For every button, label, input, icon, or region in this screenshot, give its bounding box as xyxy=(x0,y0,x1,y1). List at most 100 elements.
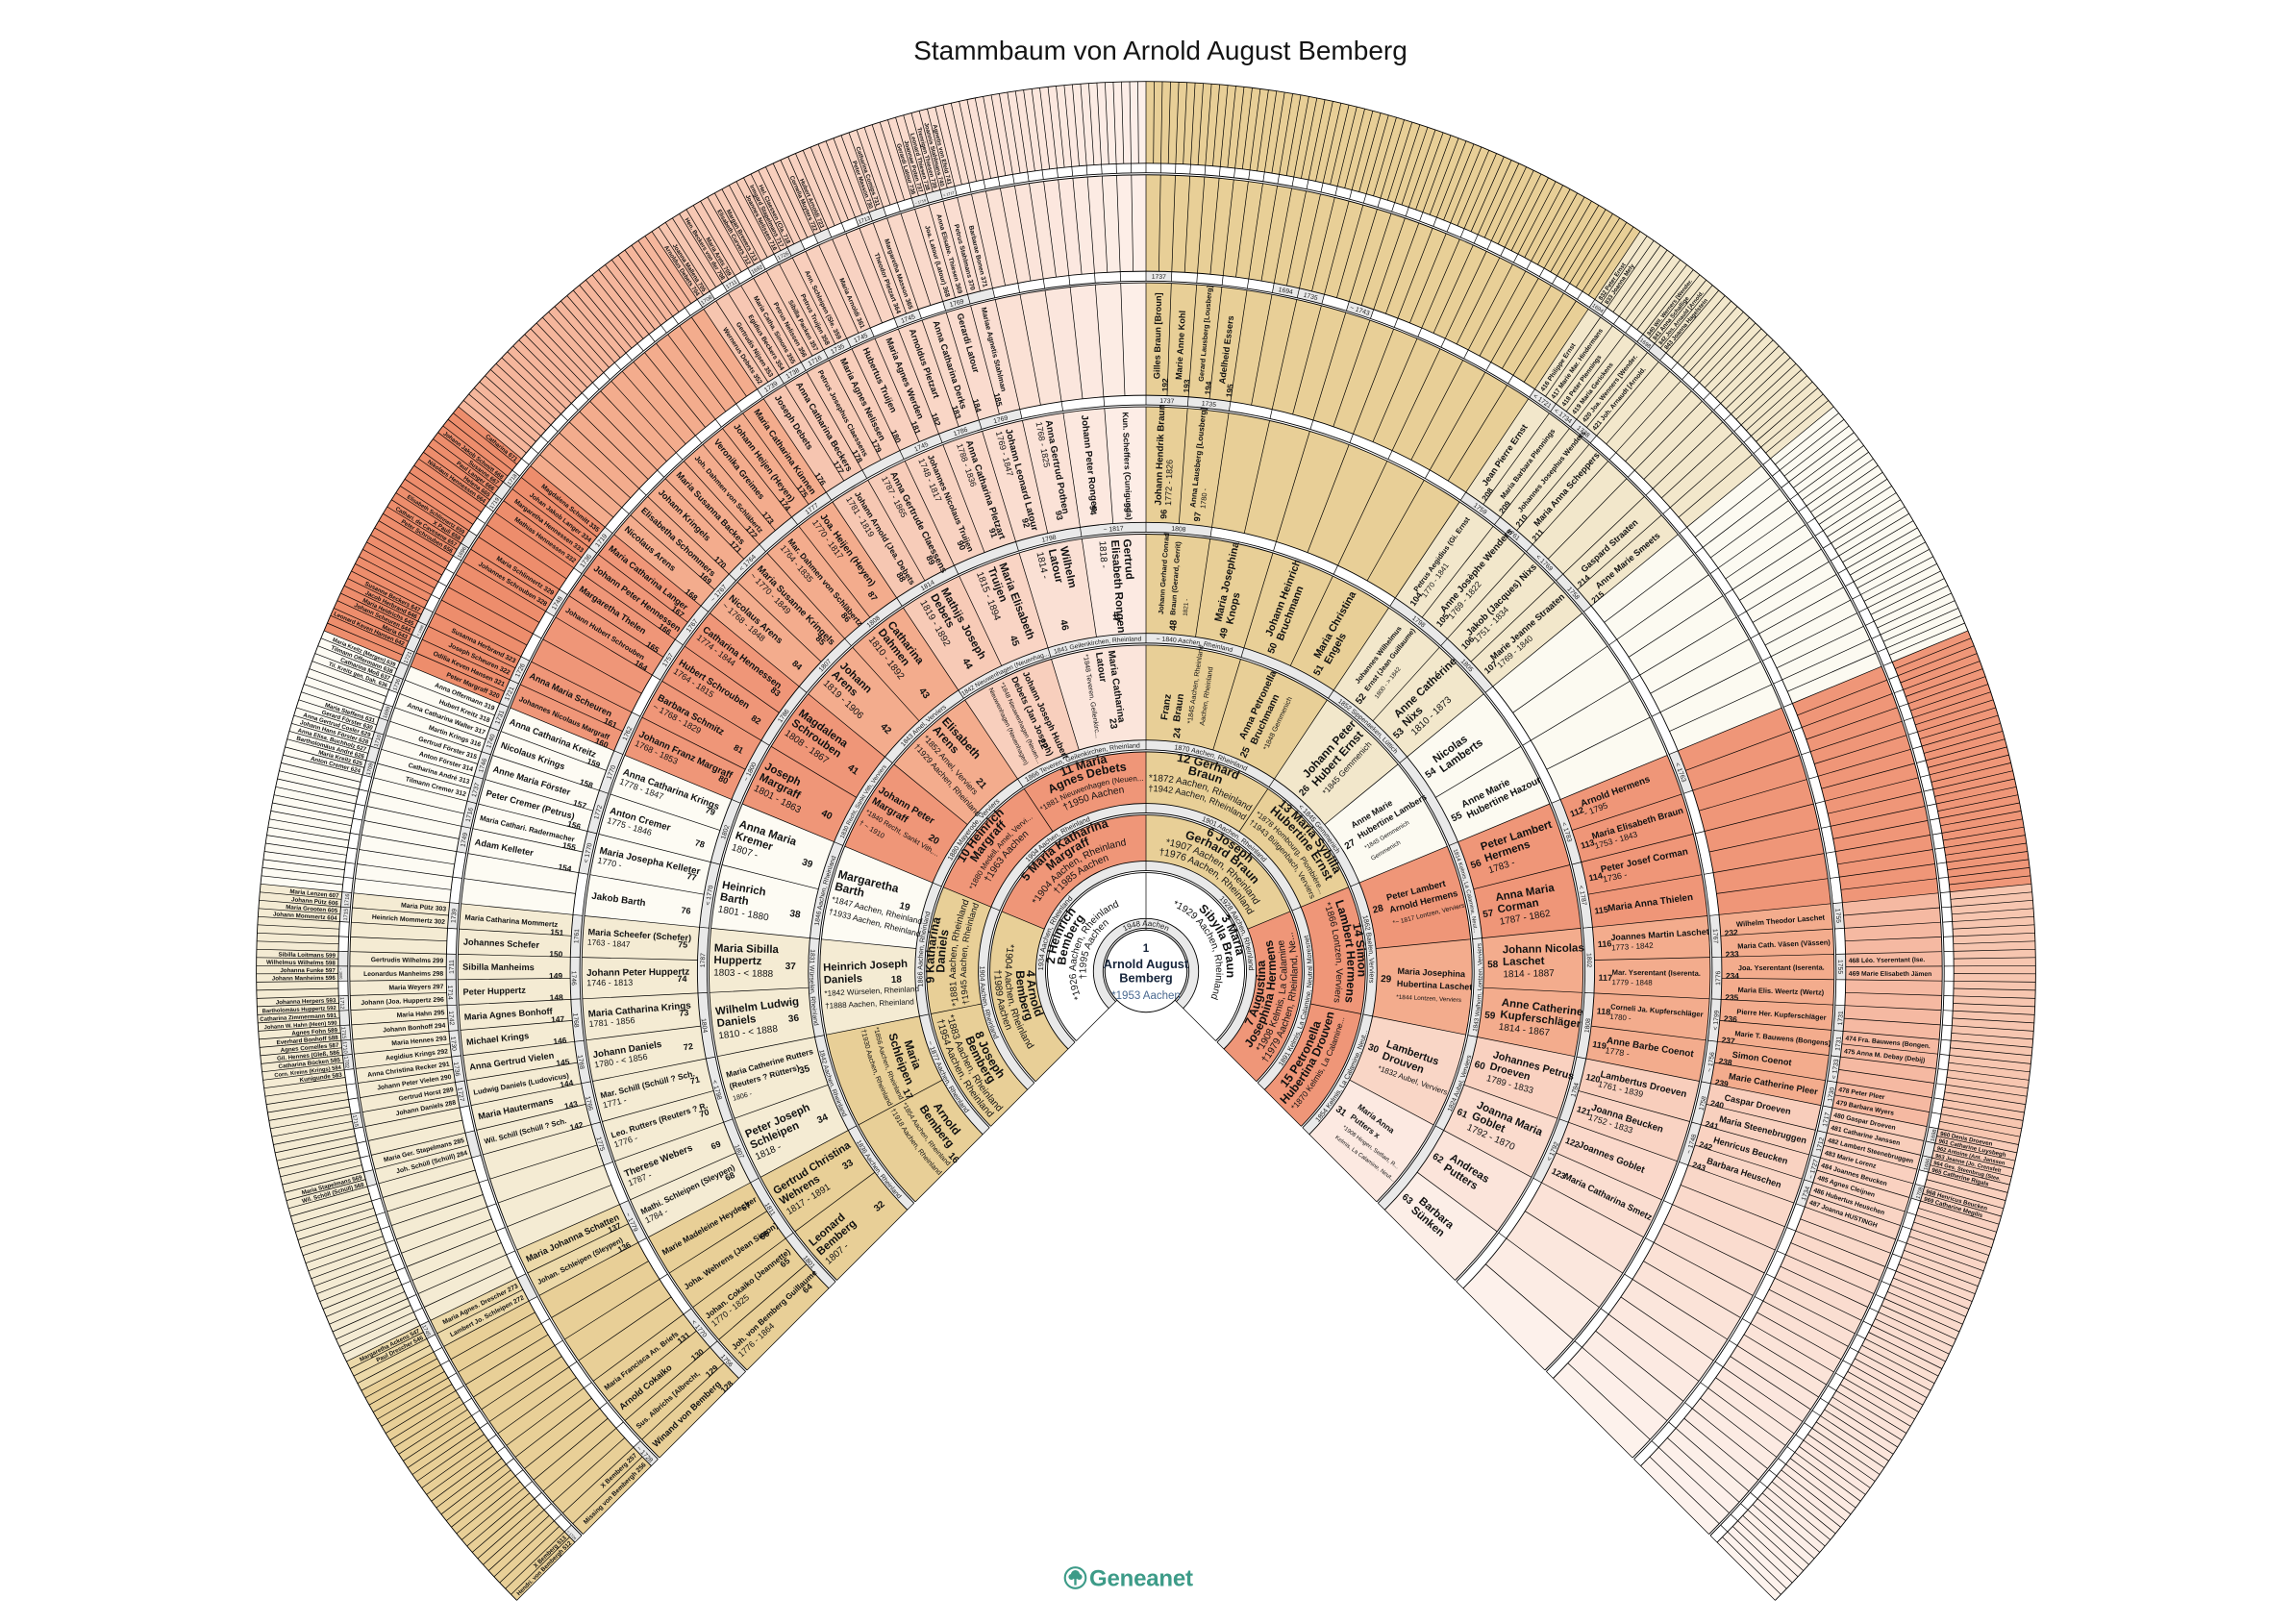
svg-text:65: 65 xyxy=(778,1256,791,1269)
svg-text:47: 47 xyxy=(1109,612,1121,623)
svg-text:155: 155 xyxy=(561,840,577,853)
svg-text:~ 1817: ~ 1817 xyxy=(1103,526,1124,535)
svg-text:1686: 1686 xyxy=(1924,1158,1932,1171)
svg-text:82: 82 xyxy=(749,713,762,727)
svg-text:Maria Elis. Weertz (Wertz): Maria Elis. Weertz (Wertz) xyxy=(1737,986,1824,997)
svg-text:234: 234 xyxy=(1726,971,1739,981)
svg-text:1808: 1808 xyxy=(1171,526,1186,534)
svg-text:93: 93 xyxy=(1054,510,1065,521)
svg-text:48: 48 xyxy=(1168,619,1180,631)
svg-text:Bartholomäus Huppertz 592: Bartholomäus Huppertz 592 xyxy=(262,1006,336,1014)
svg-text:1717: 1717 xyxy=(1822,1112,1831,1127)
svg-text:Mar. Yserentant (Iserenta.1779: Mar. Yserentant (Iserenta.1779 - 1848 xyxy=(1611,968,1701,988)
svg-text:19: 19 xyxy=(898,901,911,913)
svg-text:Stammbaum von Arnold August Be: Stammbaum von Arnold August Bemberg xyxy=(913,36,1408,65)
svg-text:Maria Cath. Väsen (Vässen): Maria Cath. Väsen (Vässen) xyxy=(1737,937,1831,950)
svg-text:58: 58 xyxy=(1487,960,1499,970)
svg-text:88: 88 xyxy=(894,570,908,584)
svg-text:Daniels: Daniels xyxy=(934,928,951,972)
svg-text:Maria SibillaHuppertz1803 - <: Maria SibillaHuppertz1803 - < 1888 xyxy=(713,943,780,981)
svg-text:1786: 1786 xyxy=(953,427,969,438)
svg-text:1692: 1692 xyxy=(751,264,764,275)
svg-text:120: 120 xyxy=(1585,1072,1602,1085)
svg-text:151: 151 xyxy=(550,927,564,937)
svg-text:1708: 1708 xyxy=(1916,1187,1925,1200)
svg-text:1710: 1710 xyxy=(374,735,383,748)
svg-text:235: 235 xyxy=(1725,992,1739,1002)
svg-text:79: 79 xyxy=(704,805,716,817)
svg-text:243: 243 xyxy=(1691,1160,1707,1173)
svg-text:237: 237 xyxy=(1721,1035,1735,1045)
svg-text:1742: 1742 xyxy=(447,1011,455,1026)
svg-text:Marie Anne Kohl: Marie Anne Kohl xyxy=(1174,311,1187,381)
svg-text:92: 92 xyxy=(1020,517,1032,529)
svg-text:72: 72 xyxy=(683,1041,693,1052)
svg-text:24: 24 xyxy=(1172,727,1184,739)
svg-text:149: 149 xyxy=(549,971,562,981)
svg-text:1768: 1768 xyxy=(571,1012,579,1028)
svg-text:< 1787: < 1787 xyxy=(1577,885,1587,906)
svg-text:95: 95 xyxy=(1122,503,1132,512)
svg-text:66: 66 xyxy=(758,1229,771,1242)
svg-text:Sibilla Loitmans 599: Sibilla Loitmans 599 xyxy=(278,952,336,960)
svg-text:185: 185 xyxy=(992,392,1005,408)
svg-text:< 1733: < 1733 xyxy=(1831,1059,1841,1080)
svg-text:83: 83 xyxy=(769,685,783,698)
svg-text:45: 45 xyxy=(1008,634,1021,648)
svg-text:1776: 1776 xyxy=(1715,971,1722,986)
svg-text:240: 240 xyxy=(1709,1098,1725,1111)
svg-text:Maria Lenzen 607: Maria Lenzen 607 xyxy=(289,888,339,900)
svg-text:Leonardus Manheims 298: Leonardus Manheims 298 xyxy=(363,971,443,978)
svg-text:182: 182 xyxy=(930,412,943,428)
svg-text:97: 97 xyxy=(1192,512,1203,522)
svg-text:242: 242 xyxy=(1698,1139,1714,1153)
svg-text:18: 18 xyxy=(891,974,903,986)
svg-text:1694: 1694 xyxy=(1278,287,1293,296)
svg-text:146: 146 xyxy=(553,1036,567,1046)
svg-text:1710: 1710 xyxy=(341,1041,348,1054)
svg-text:1721: 1721 xyxy=(404,651,413,664)
svg-text:74: 74 xyxy=(677,974,686,984)
svg-text:1712: 1712 xyxy=(338,997,344,1010)
svg-text:1712: 1712 xyxy=(1816,1137,1827,1153)
svg-text:1726: 1726 xyxy=(777,251,790,262)
svg-text:20: 20 xyxy=(926,833,941,847)
svg-text:77: 77 xyxy=(686,871,698,883)
svg-text:1737: 1737 xyxy=(1152,274,1166,281)
svg-text:57: 57 xyxy=(1482,908,1494,920)
svg-text:< 1770: < 1770 xyxy=(705,885,715,906)
svg-text:1737: 1737 xyxy=(471,782,482,798)
svg-text:69: 69 xyxy=(710,1139,722,1152)
svg-text:183: 183 xyxy=(950,404,963,420)
svg-text:25: 25 xyxy=(1238,745,1253,760)
svg-text:184: 184 xyxy=(971,398,984,413)
svg-text:34: 34 xyxy=(815,1112,830,1127)
svg-text:Maria Pütz 303: Maria Pütz 303 xyxy=(401,902,447,912)
svg-text:121: 121 xyxy=(1576,1104,1592,1117)
svg-text:1735: 1735 xyxy=(1201,401,1216,410)
svg-text:Johann Pütz 606: Johann Pütz 606 xyxy=(291,896,339,907)
svg-text:150: 150 xyxy=(549,949,563,960)
svg-text:Kun. Scheffers (Cunigunda): Kun. Scheffers (Cunigunda) xyxy=(1121,412,1134,520)
svg-text:Maria Grooten 605: Maria Grooten 605 xyxy=(286,904,338,914)
svg-text:1784: 1784 xyxy=(1570,1082,1581,1098)
svg-text:1716: 1716 xyxy=(465,807,475,823)
svg-text:1739: 1739 xyxy=(451,908,459,923)
svg-text:195: 195 xyxy=(1224,383,1235,397)
svg-text:Johann Hendrik Braun1772 - 182: Johann Hendrik Braun1772 - 1826 xyxy=(1154,404,1177,506)
svg-text:68: 68 xyxy=(723,1170,735,1183)
svg-text:1715: 1715 xyxy=(339,1027,346,1039)
svg-text:Johann W. Hahn (Heen) 590: Johann W. Hahn (Heen) 590 xyxy=(264,1021,337,1032)
svg-text:1737: 1737 xyxy=(1159,398,1175,406)
svg-text:193: 193 xyxy=(1182,379,1192,393)
svg-text:233: 233 xyxy=(1725,949,1739,960)
svg-text:Johann Mommertz 604: Johann Mommertz 604 xyxy=(273,911,338,921)
svg-text:30: 30 xyxy=(1366,1042,1381,1056)
svg-text:143: 143 xyxy=(563,1099,579,1112)
svg-text:468 Léo. Yserentant (Ise.: 468 Léo. Yserentant (Ise. xyxy=(1849,957,1926,964)
svg-text:59: 59 xyxy=(1484,1011,1497,1022)
svg-text:1731: 1731 xyxy=(1837,1011,1845,1026)
svg-text:1775: 1775 xyxy=(594,1137,605,1153)
svg-text:114: 114 xyxy=(1588,871,1604,884)
svg-text:144: 144 xyxy=(560,1078,575,1089)
